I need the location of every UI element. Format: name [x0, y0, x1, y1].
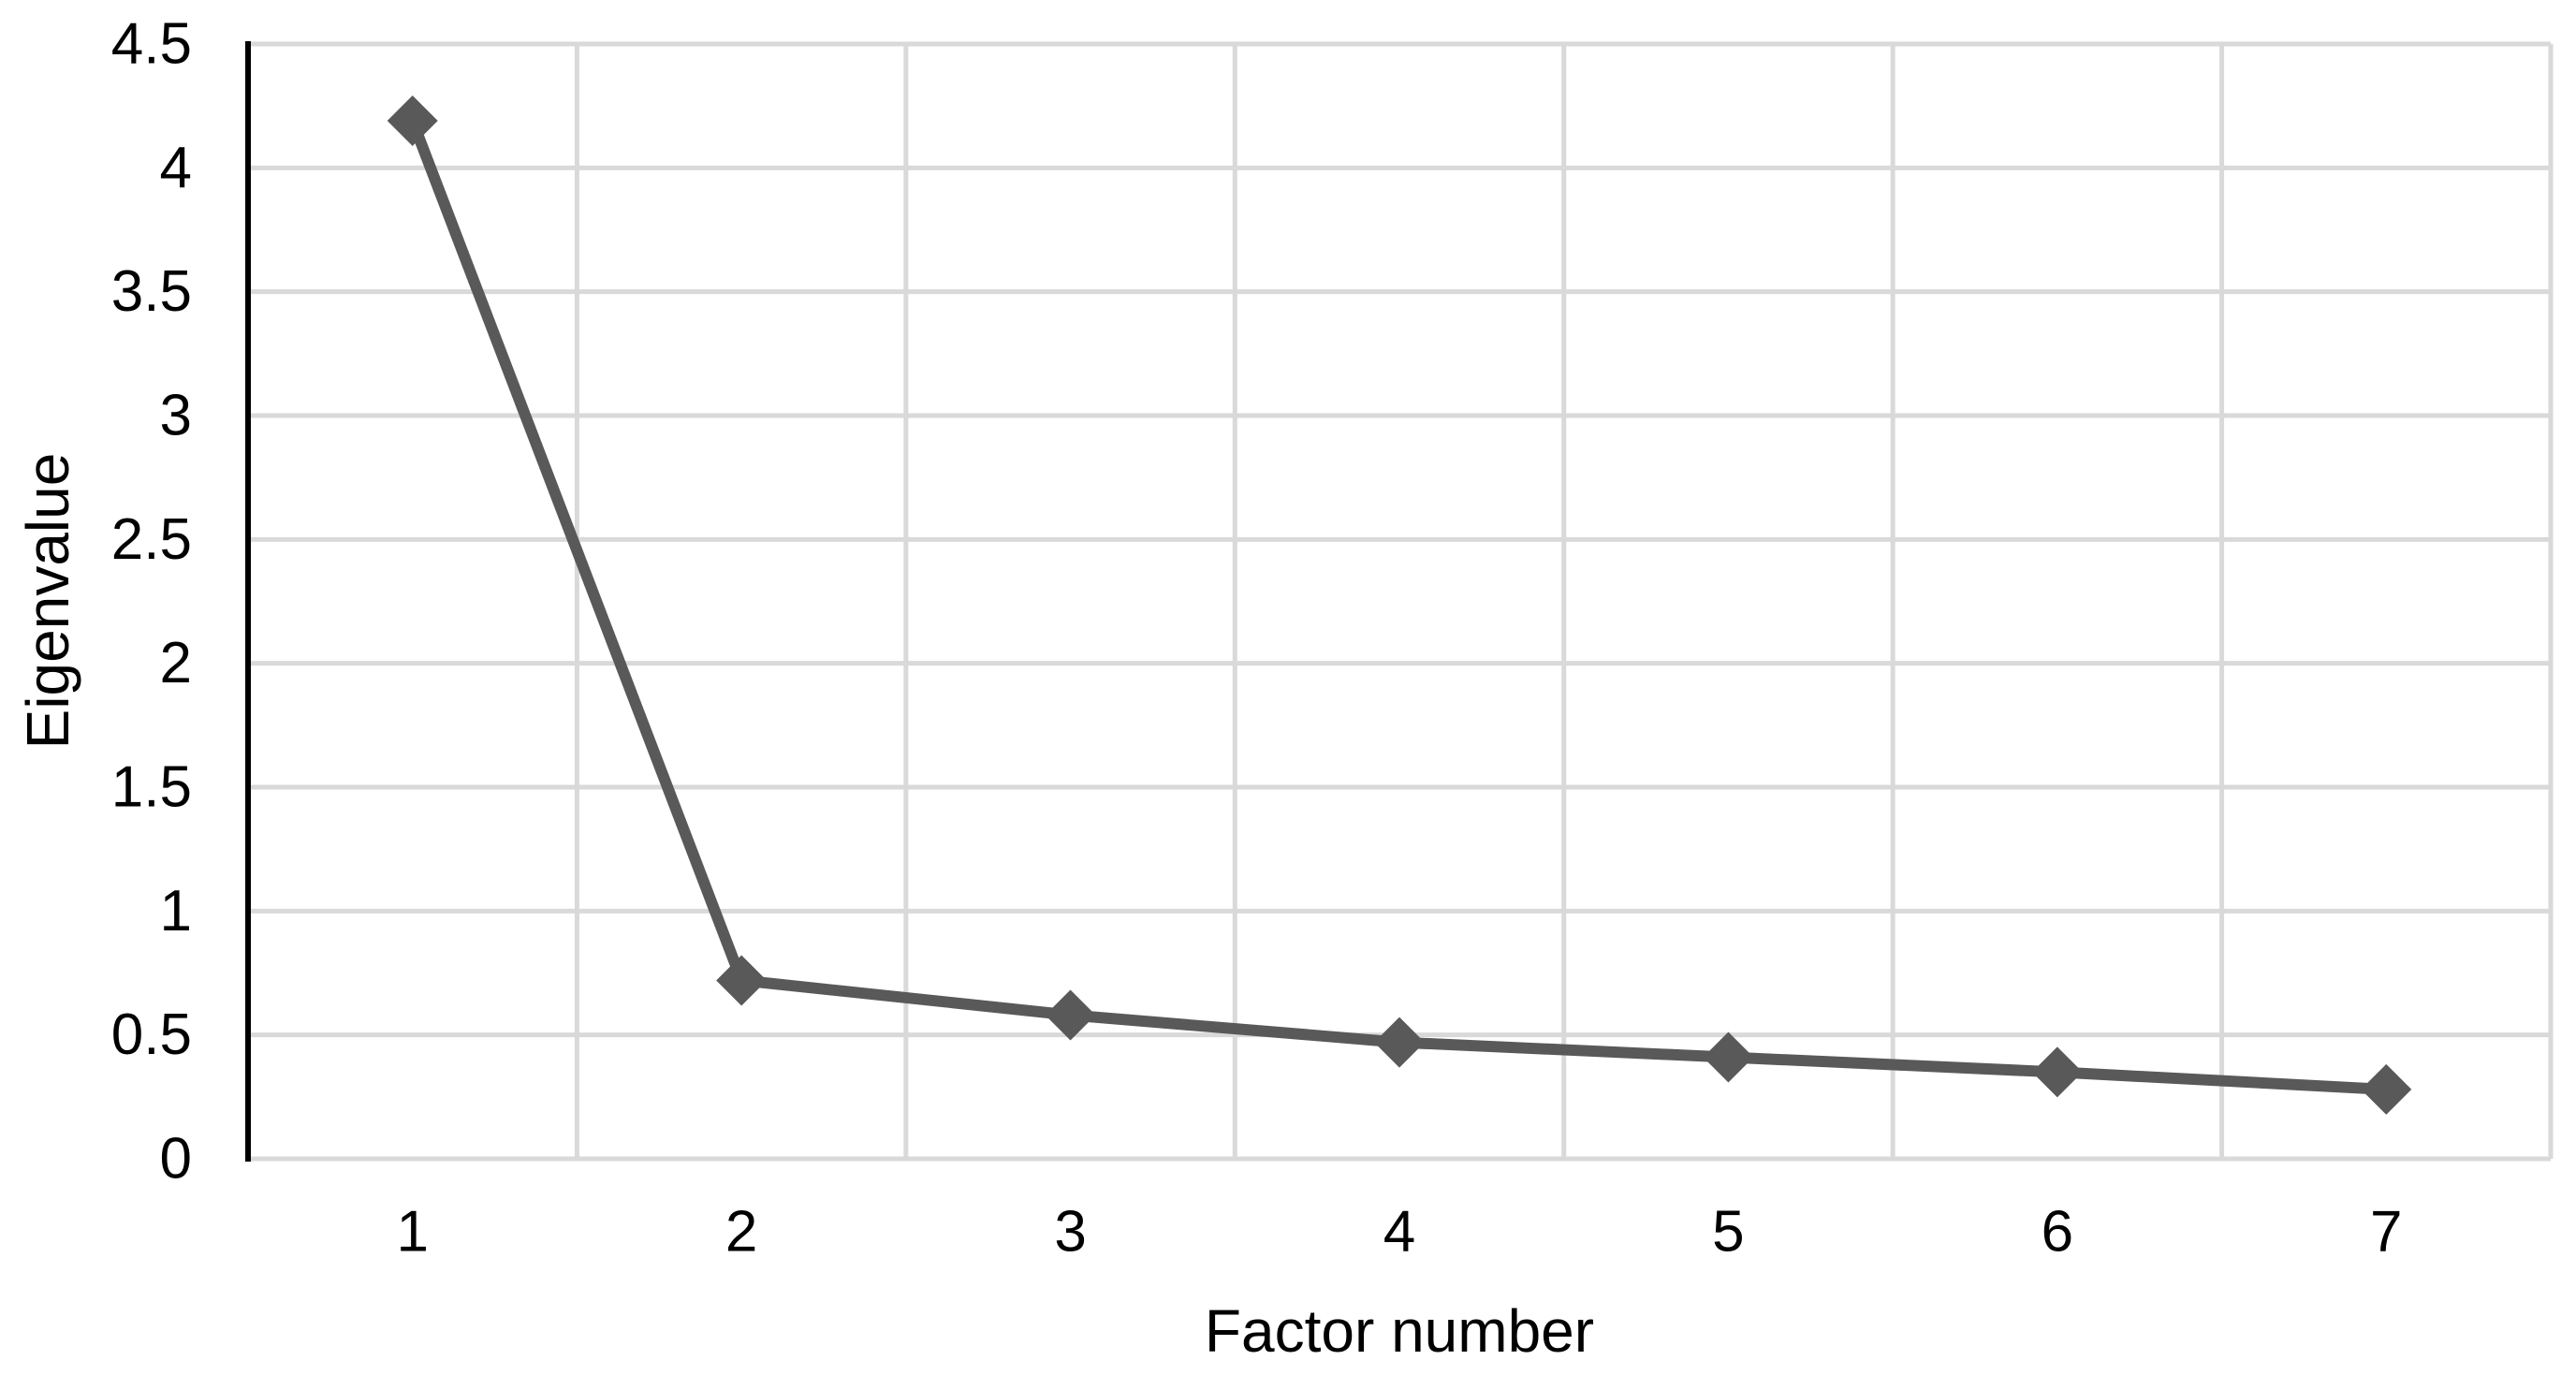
- x-tick-label: 1: [396, 1200, 428, 1265]
- x-tick-label: 3: [1054, 1200, 1086, 1265]
- data-point-marker: [1703, 1031, 1754, 1083]
- data-point-marker: [716, 955, 768, 1006]
- x-tick-label: 5: [1712, 1200, 1744, 1265]
- x-tick-label: 4: [1383, 1200, 1415, 1265]
- y-tick-label: 1.5: [111, 755, 192, 820]
- x-tick-label: 7: [2370, 1200, 2402, 1265]
- y-tick-label: 3: [160, 384, 192, 448]
- data-point-marker: [1045, 989, 1096, 1041]
- y-tick-label: 2: [160, 631, 192, 695]
- data-point-marker: [387, 95, 438, 147]
- data-point-marker: [1374, 1017, 1425, 1068]
- x-tick-label: 6: [2042, 1200, 2073, 1265]
- y-tick-label: 2.5: [111, 507, 192, 572]
- y-tick-label: 0.5: [111, 1002, 192, 1067]
- y-tick-label: 4: [160, 136, 192, 200]
- data-point-marker: [2031, 1046, 2083, 1098]
- y-tick-label: 1: [160, 879, 192, 943]
- y-tick-label: 4.5: [111, 12, 192, 77]
- series-line: [406, 115, 2393, 1095]
- y-tick-label: 3.5: [111, 259, 192, 324]
- y-tick-label: 0: [160, 1127, 192, 1192]
- x-axis-title: Factor number: [1204, 1297, 1595, 1365]
- data-point-marker: [2361, 1063, 2412, 1115]
- x-tick-label: 2: [725, 1200, 757, 1265]
